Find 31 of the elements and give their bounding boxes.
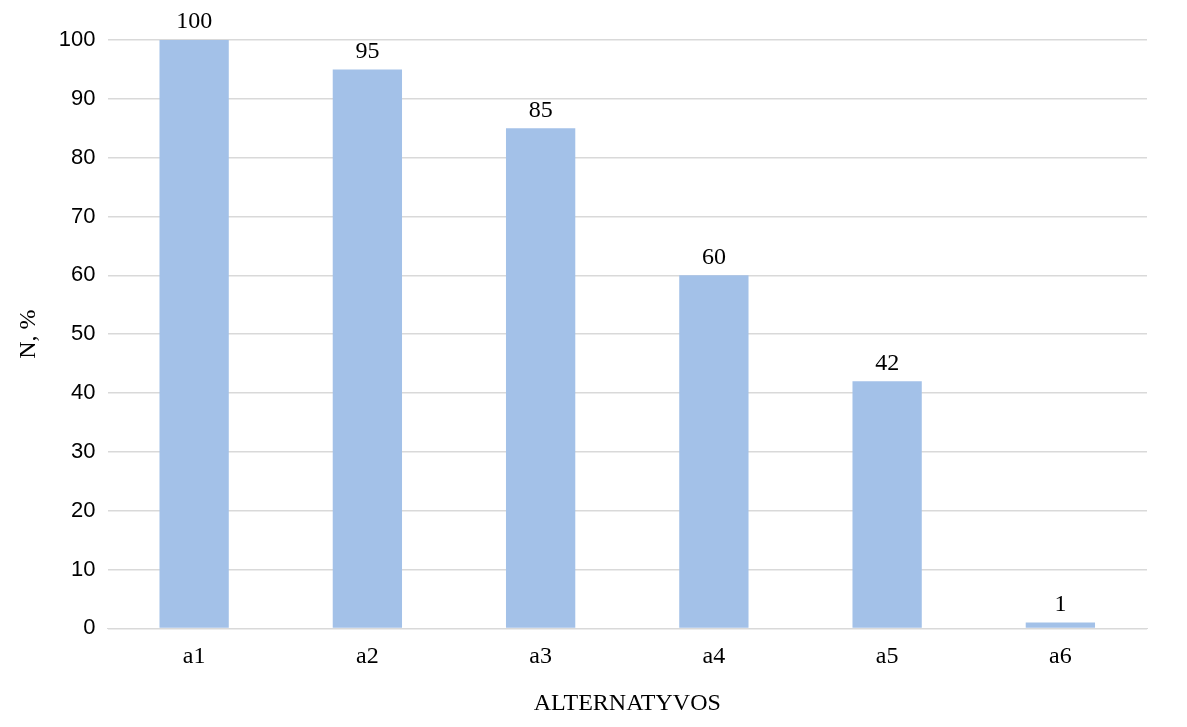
y-tick-label: 90 [71, 84, 96, 110]
x-tick-label: a6 [1049, 642, 1072, 669]
y-tick-label: 10 [71, 555, 96, 581]
x-tick-label: a2 [356, 642, 379, 669]
data-label: 60 [701, 242, 726, 269]
y-tick-label: 20 [71, 496, 96, 522]
x-tick-label: a5 [875, 642, 899, 669]
bar [159, 40, 229, 628]
bar [332, 69, 403, 628]
bar [679, 275, 749, 628]
y-axis-title: N, % [13, 309, 40, 359]
x-axis-title: ALTERNATYVOS [533, 688, 721, 715]
y-tick-label: 70 [71, 202, 96, 228]
y-tick-label: 0 [83, 614, 96, 640]
y-tick-label: 60 [71, 261, 96, 287]
data-label: 100 [176, 7, 213, 34]
bar [852, 381, 922, 628]
y-tick-label: 100 [58, 26, 96, 52]
y-tick-label: 40 [71, 379, 96, 405]
data-label: 1 [1054, 589, 1067, 616]
data-label: 95 [355, 36, 380, 63]
y-tick-label: 80 [71, 143, 96, 169]
data-label: 42 [875, 348, 900, 375]
y-tick-label: 50 [71, 320, 96, 346]
x-tick-label: a4 [702, 642, 726, 669]
x-tick-label: a3 [529, 642, 552, 669]
bar [1025, 622, 1096, 628]
y-tick-label: 30 [71, 437, 96, 463]
bar [505, 128, 576, 628]
data-label: 85 [528, 95, 553, 122]
x-tick-label: a1 [182, 642, 206, 669]
